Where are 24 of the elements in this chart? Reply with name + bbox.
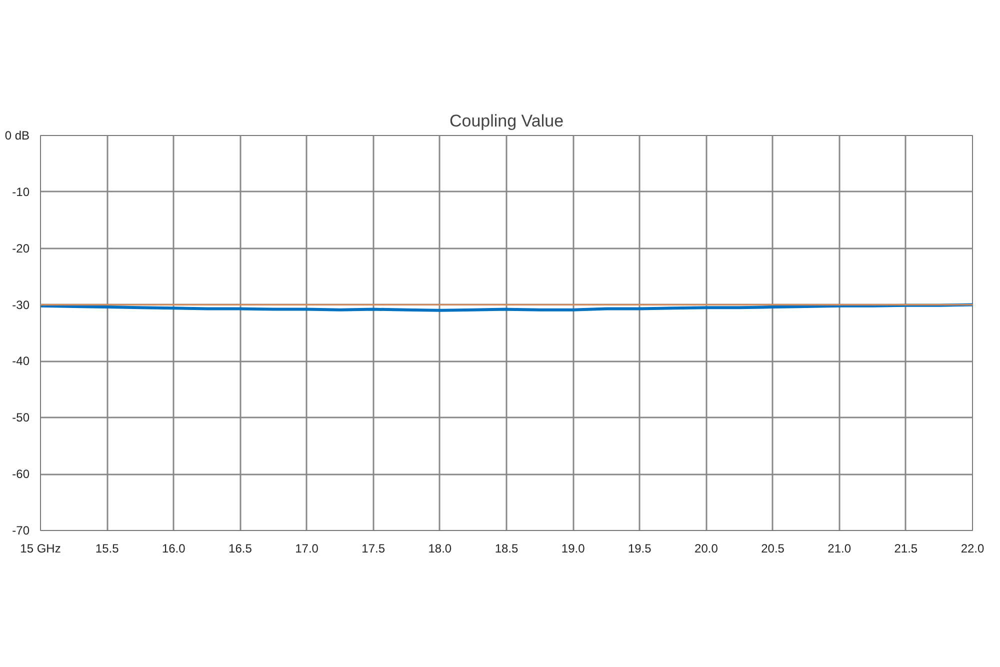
y-tick-label: -60 <box>12 467 30 482</box>
x-tick-label: 22.0 <box>960 542 985 556</box>
y-tick-label: -50 <box>12 410 30 425</box>
x-tick-label: 19.0 <box>561 542 586 556</box>
x-tick-label: 20.5 <box>761 542 785 556</box>
x-tick-label: 21.5 <box>894 542 918 556</box>
x-tick-label: 18.0 <box>428 542 452 556</box>
x-tick-label: 18.5 <box>494 542 519 556</box>
x-tick-label: 15.5 <box>95 542 120 556</box>
y-tick-label: -70 <box>12 524 30 538</box>
x-tick-label: 17.5 <box>362 542 386 556</box>
x-tick-label: 21.0 <box>828 542 852 556</box>
chart-title: Coupling Value <box>449 112 564 130</box>
x-tick-label: 19.5 <box>628 542 652 556</box>
y-tick-label: -10 <box>12 184 30 199</box>
x-tick-label: 17.0 <box>295 542 319 556</box>
y-tick-label: -30 <box>12 298 30 312</box>
x-tick-label: 15 GHz <box>20 542 61 556</box>
y-tick-label: 0 dB <box>4 128 30 142</box>
y-tick-label: -40 <box>12 354 30 368</box>
x-tick-label: 20.0 <box>694 542 718 556</box>
x-tick-label: 16.5 <box>228 542 252 556</box>
y-tick-label: -20 <box>12 241 30 256</box>
x-tick-label: 16.0 <box>162 542 186 556</box>
